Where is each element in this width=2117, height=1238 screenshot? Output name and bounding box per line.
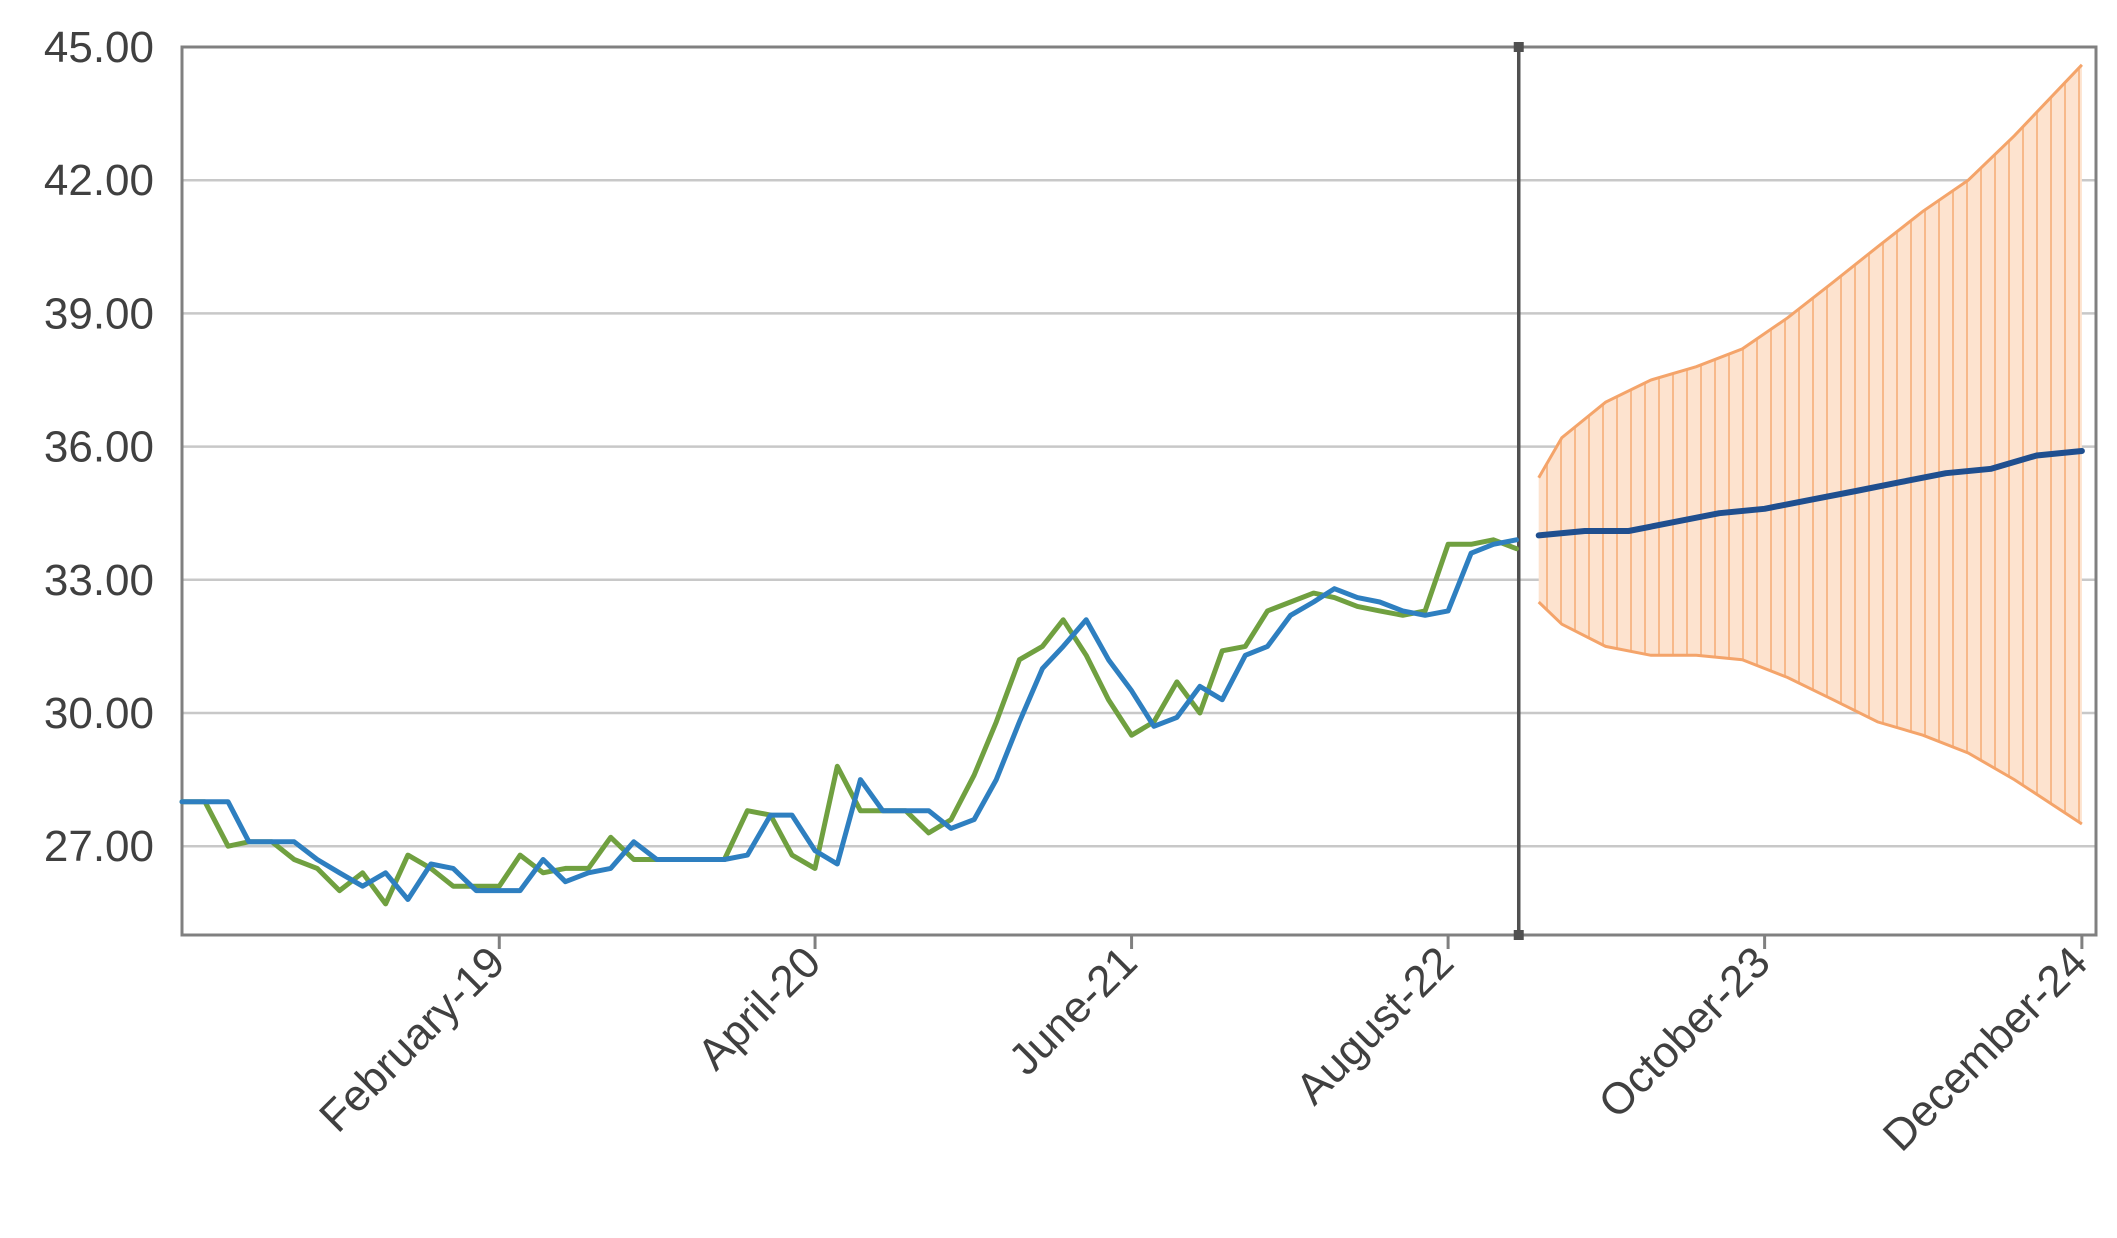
x-axis-ticks: February-19 April-20 June-21 August-22 Octob… — [310, 935, 2097, 1161]
series-line-actual — [179, 537, 1519, 907]
y-tick-label: 36.00 — [44, 423, 154, 472]
x-tick-label: February-19 — [310, 937, 514, 1141]
x-tick-label: October-23 — [1589, 937, 1779, 1127]
x-tick-label: December-24 — [1874, 937, 2097, 1160]
y-tick-label: 45.00 — [44, 23, 154, 72]
y-tick-label: 39.00 — [44, 289, 154, 338]
x-tick-label: August-22 — [1287, 937, 1463, 1113]
y-tick-label: 27.00 — [44, 822, 154, 871]
series-lines — [179, 448, 2085, 907]
forecast-band — [1537, 63, 2083, 826]
y-tick-label: 30.00 — [44, 689, 154, 738]
y-axis-ticks: 27.00 30.00 33.00 36.00 39.00 42.00 45.00 — [44, 23, 154, 871]
forecast-band-upper — [1537, 63, 2083, 479]
forecast-band-lower — [1537, 600, 2083, 826]
forecast-band-area — [1538, 64, 2082, 825]
x-tick-label: June-21 — [1000, 937, 1147, 1084]
plot-border — [180, 45, 2098, 937]
divider-top-marker — [1513, 42, 1524, 52]
y-tick-label: 42.00 — [44, 156, 154, 205]
divider-bottom-marker — [1513, 930, 1524, 940]
grid-lines — [182, 178, 2096, 848]
series-line-fitted — [179, 537, 1519, 902]
series-line-forecast — [1535, 448, 2085, 539]
plot-frame — [180, 42, 2098, 940]
y-tick-label: 33.00 — [44, 556, 154, 605]
x-tick-label: April-20 — [688, 937, 830, 1079]
